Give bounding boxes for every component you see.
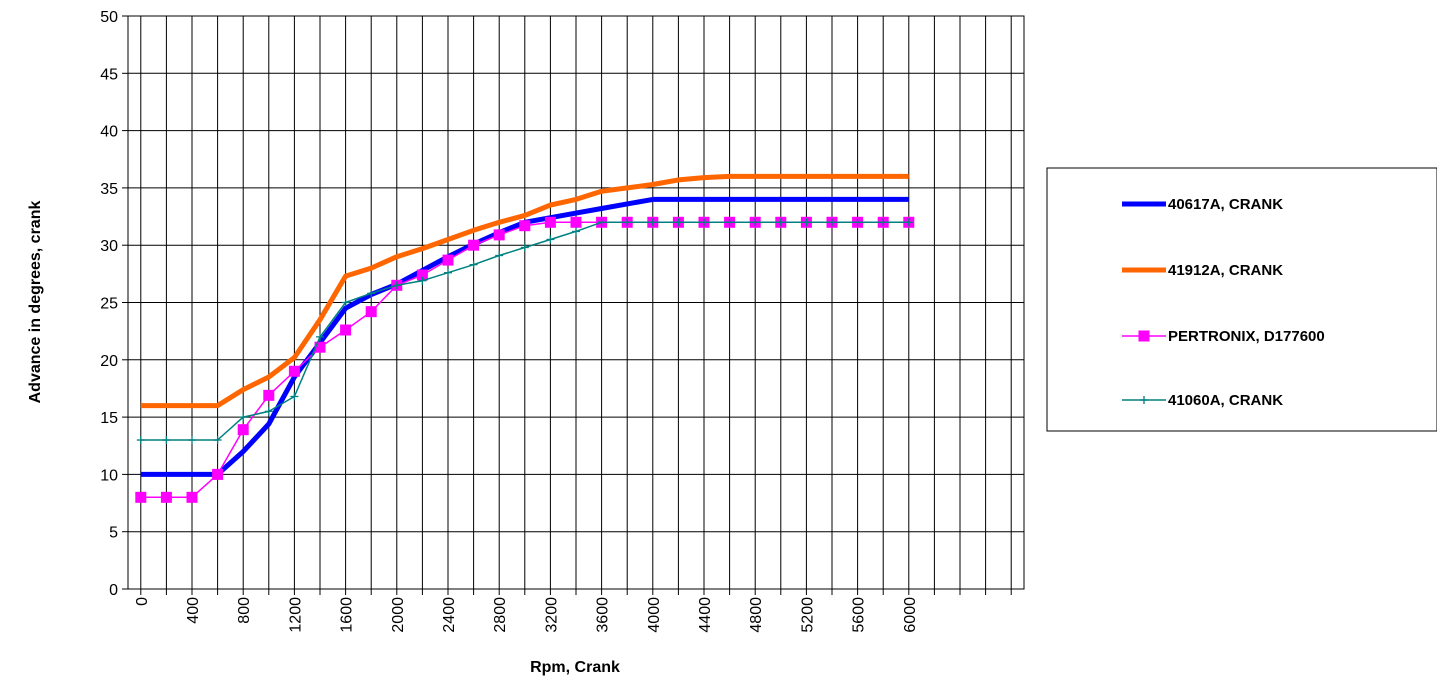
x-tick-labels: 0 400 800 1200 1600 2000 2400 2800 3200 3600 4000 4… [134,597,919,633]
y-tick-label: 50 [100,9,118,26]
data-point [469,260,478,269]
data-point [444,268,452,277]
y-tick-label: 10 [100,467,118,484]
data-point [751,218,760,227]
x-tick-label: 1200 [287,597,304,633]
data-point [340,324,352,336]
series-layer [135,173,915,503]
data-point [493,229,505,241]
y-axis-title: Advance in degrees, crank [27,201,44,404]
data-point [263,389,275,401]
legend-marker [1140,396,1148,404]
y-tick-label: 40 [100,124,118,141]
y-tick-label: 20 [100,353,118,370]
data-point [802,218,811,227]
legend-entry: 41060A, CRANK [1122,392,1283,409]
x-tick-label: 4000 [646,597,663,633]
legend: 40617A, CRANK 41912A, CRANK PERTRONIX, D17… [1046,167,1437,432]
x-tick-label: 800 [236,597,253,624]
data-point [162,436,171,445]
data-point [237,424,249,436]
y-tick-label: 25 [100,296,118,313]
data-point [495,251,504,260]
data-point [136,436,145,445]
data-point [570,216,582,228]
data-point [341,298,350,307]
data-point [135,491,147,503]
legend-entry: 41912A, CRANK [1122,262,1283,279]
x-tick-label: 4400 [697,597,714,633]
data-point [879,218,888,227]
legend-box [1046,167,1437,432]
plot-border [127,15,1025,590]
data-point [367,289,376,298]
y-tick-label: 0 [109,582,118,599]
x-tick-label: 1600 [339,597,356,633]
data-point [776,218,785,227]
x-tick-label: 3600 [595,597,612,633]
data-point [623,218,632,227]
data-point [546,235,555,244]
legend-entry: PERTRONIX, D177600 [1122,328,1325,345]
data-point [212,468,224,480]
data-point [700,218,708,227]
legend-entry: 40617A, CRANK [1122,196,1283,213]
data-point [264,407,273,416]
y-tick-label: 35 [100,181,118,198]
data-point [290,392,299,401]
data-point [904,218,913,227]
x-tick-label: 0 [134,597,151,606]
y-tick-labels: 0 5 10 15 20 25 30 35 40 45 50 [100,9,118,599]
data-point [648,218,657,227]
x-tick-label: 2000 [390,597,407,633]
x-tick-label: 5200 [799,597,816,633]
data-point [853,218,862,227]
x-tick-label: 2400 [441,597,458,633]
plot-axes [122,15,1025,595]
data-point [828,218,836,227]
y-tick-label: 15 [100,410,118,427]
series-line [140,173,909,409]
legend-label: 41060A, CRANK [1168,392,1283,409]
data-point [520,243,529,252]
y-tick-label: 5 [109,525,118,542]
data-point [188,436,196,445]
data-point [365,306,377,318]
data-point [519,220,531,232]
legend-marker [1138,330,1150,342]
data-point [597,218,606,227]
x-tick-label: 6000 [902,597,919,633]
data-point [468,239,480,251]
data-point [316,332,324,341]
series-2 [140,173,909,409]
x-tick-label: 4800 [748,597,765,633]
data-point [674,218,683,227]
data-point [544,216,556,228]
y-tick-label: 45 [100,66,118,83]
legend-label: 41912A, CRANK [1168,262,1283,279]
x-tick-label: 3200 [543,597,560,633]
data-point [392,281,401,290]
x-tick-label: 2800 [492,597,509,633]
y-tick-label: 30 [100,238,118,255]
data-point [160,491,172,503]
x-tick-label: 400 [185,597,202,624]
x-axis-title: Rpm, Crank [530,659,620,676]
x-tick-label: 5600 [851,597,868,633]
legend-label: 40617A, CRANK [1168,196,1283,213]
data-point [239,413,248,422]
data-point [572,227,580,236]
legend-label: PERTRONIX, D177600 [1168,328,1325,345]
data-point [288,365,300,377]
series-4 [136,218,913,445]
data-point [725,218,734,227]
plot-grid [128,15,1024,590]
data-point [186,491,198,503]
data-point [213,436,222,445]
data-point [418,276,427,285]
data-point [442,254,454,266]
